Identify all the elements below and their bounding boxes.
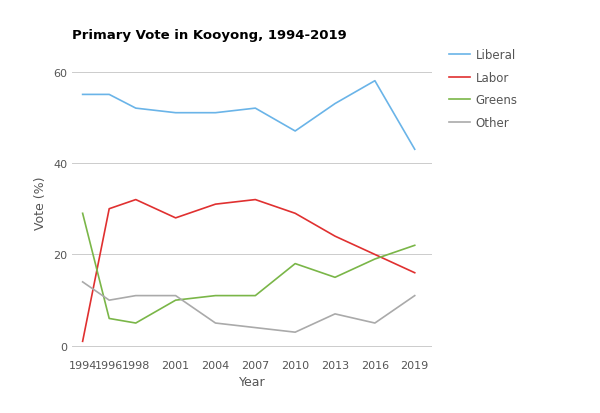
Line: Greens: Greens (83, 214, 415, 323)
Labor (292, 211, 299, 216)
Liberal (331, 102, 338, 107)
Line: Other: Other (83, 282, 415, 332)
Labor (411, 271, 418, 275)
Liberal (106, 93, 113, 97)
Text: Primary Vote in Kooyong, 1994-2019: Primary Vote in Kooyong, 1994-2019 (72, 28, 347, 41)
Line: Liberal: Liberal (83, 81, 415, 150)
Greens (106, 316, 113, 321)
Labor (371, 252, 379, 257)
Greens (371, 257, 379, 262)
Liberal (172, 111, 179, 116)
Liberal (132, 107, 139, 112)
Other (79, 280, 86, 285)
Greens (172, 298, 179, 303)
Other (252, 325, 259, 330)
Other (172, 293, 179, 298)
Liberal (371, 79, 379, 84)
Other (212, 321, 219, 326)
Greens (212, 293, 219, 298)
Other (106, 298, 113, 303)
Labor (132, 197, 139, 202)
Other (132, 293, 139, 298)
Greens (331, 275, 338, 280)
Labor (331, 234, 338, 239)
Greens (79, 211, 86, 216)
Greens (292, 261, 299, 266)
Other (331, 312, 338, 317)
Greens (411, 243, 418, 248)
Labor (79, 339, 86, 344)
Liberal (252, 107, 259, 112)
Legend: Liberal, Labor, Greens, Other: Liberal, Labor, Greens, Other (449, 49, 518, 129)
Other (292, 330, 299, 335)
Greens (132, 321, 139, 326)
X-axis label: Year: Year (239, 375, 265, 389)
Labor (252, 197, 259, 202)
Labor (172, 216, 179, 221)
Y-axis label: Vote (%): Vote (%) (34, 176, 47, 229)
Greens (252, 293, 259, 298)
Liberal (212, 111, 219, 116)
Liberal (292, 129, 299, 134)
Labor (212, 202, 219, 207)
Other (371, 321, 379, 326)
Line: Labor: Labor (83, 200, 415, 342)
Other (411, 293, 418, 298)
Labor (106, 207, 113, 212)
Liberal (411, 147, 418, 152)
Liberal (79, 93, 86, 97)
